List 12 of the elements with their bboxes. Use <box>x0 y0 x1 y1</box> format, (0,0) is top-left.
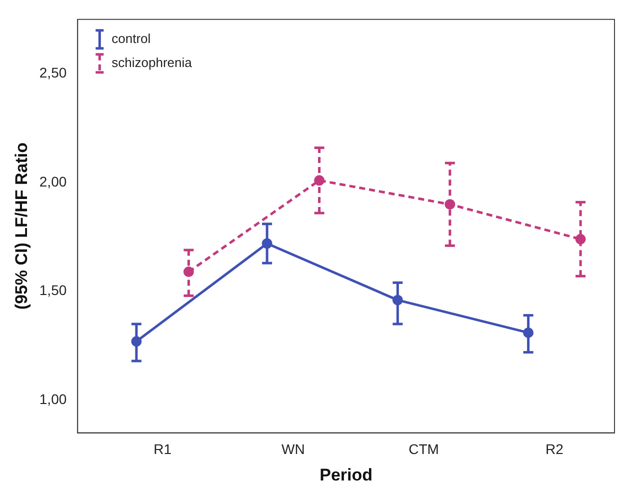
y-tick-label: 2,50 <box>39 64 67 81</box>
y-tick-label: 1,00 <box>39 391 67 408</box>
x-tick-label: R1 <box>154 441 172 458</box>
x-tick-label: R2 <box>545 441 564 458</box>
x-tick-label: CTM <box>408 441 439 458</box>
y-tick-label: 1,50 <box>39 282 67 298</box>
x-tick-label: WN <box>282 441 305 458</box>
legend-label: schizophrenia <box>112 54 193 70</box>
legend-label: control <box>112 30 151 46</box>
x-axis-title: Period <box>320 465 373 484</box>
y-axis-title: (95% CI) LF/HF Ratio <box>12 142 31 310</box>
y-tick-label: 2,00 <box>39 173 67 190</box>
